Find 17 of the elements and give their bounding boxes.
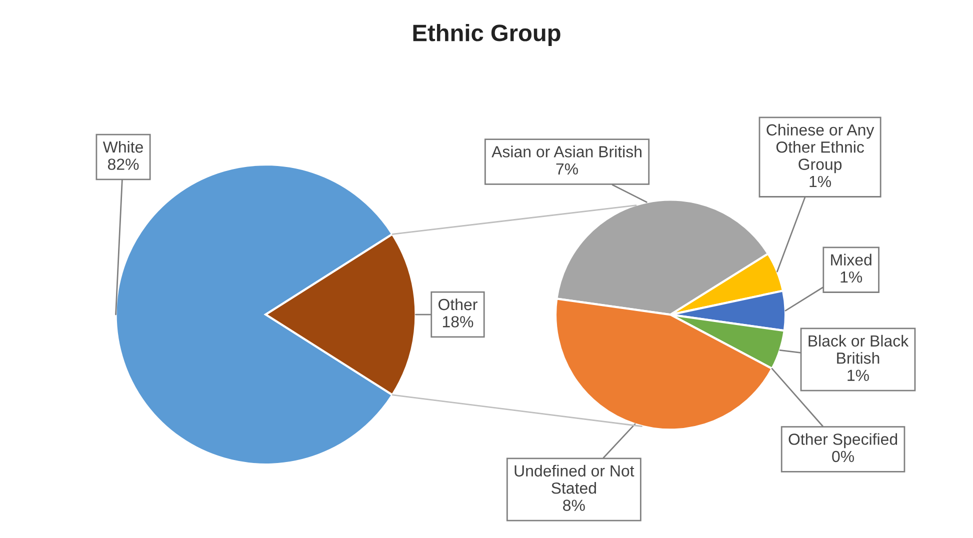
slice-label: Mixed <box>831 254 872 266</box>
data-label: 1% <box>848 370 869 381</box>
slice-label: Chinese or Any Other Ethnic Group <box>766 124 874 174</box>
text: 0% <box>832 450 854 462</box>
data-label: 1% <box>840 271 862 283</box>
data-label: 1% <box>810 176 832 188</box>
data-label: 82% <box>108 158 139 170</box>
data-label: 7% <box>556 163 578 175</box>
category-label: Other Specified <box>788 433 898 448</box>
slice-label: Asian or Asian British <box>492 146 642 158</box>
data-label: 8% <box>563 500 585 511</box>
slice-label: Undefined or Not Stated <box>514 464 634 494</box>
data-label: 18% <box>442 316 474 328</box>
chart-title: Ethnic Group <box>413 24 560 46</box>
slice-label: White <box>102 140 143 153</box>
slice-label: Other <box>438 298 478 310</box>
slice-label: Black or Black British <box>808 334 909 364</box>
